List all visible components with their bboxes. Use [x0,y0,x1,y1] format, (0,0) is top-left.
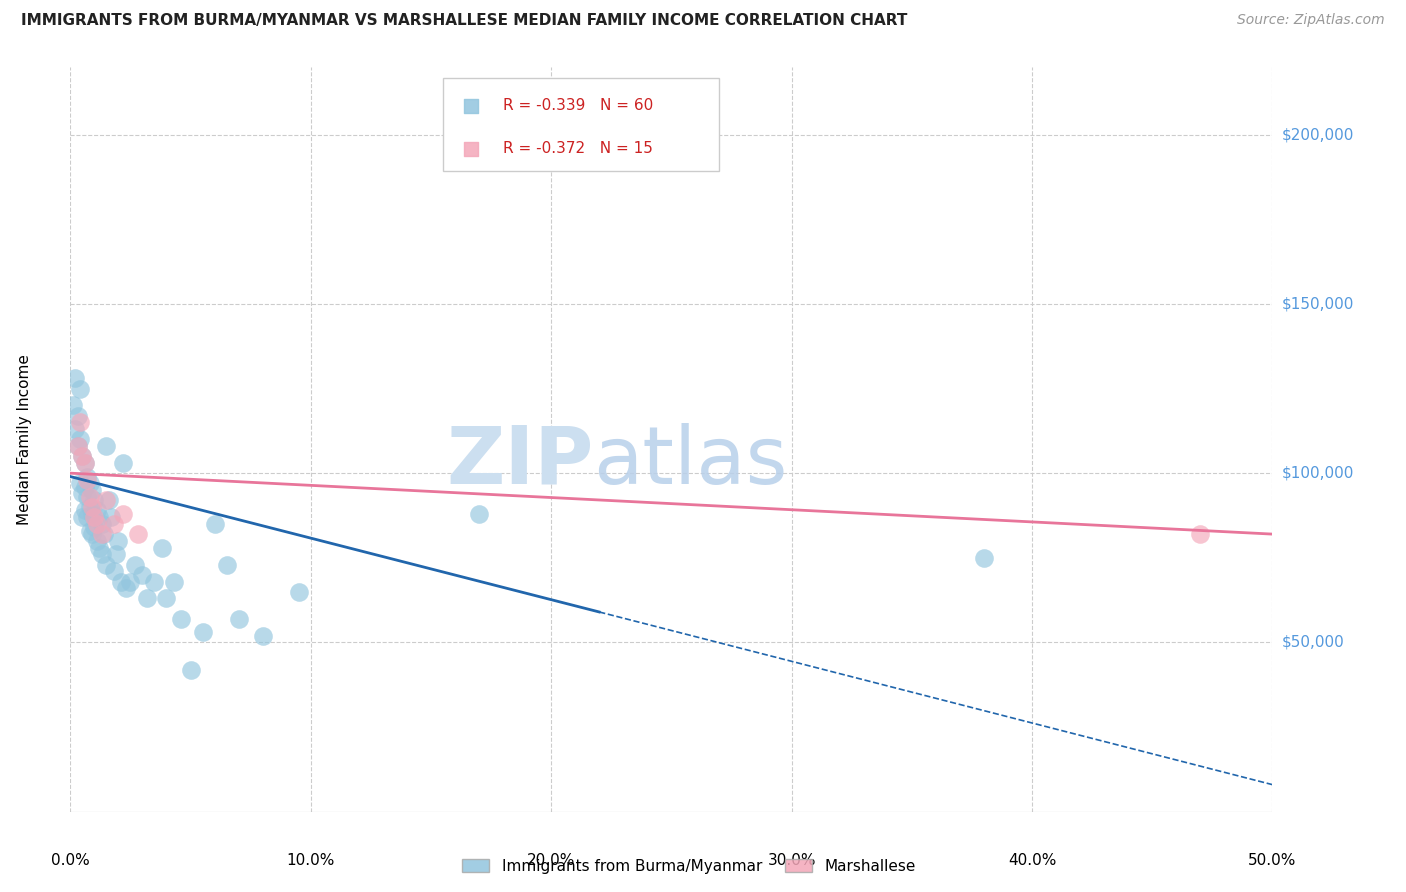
Text: $150,000: $150,000 [1282,296,1354,311]
Point [155,591,177,606]
Point [96,558,118,572]
Point [90,527,112,541]
Point [252,629,274,643]
Point [468,507,491,521]
Point [204,516,226,531]
Point [97,493,120,508]
Point [136,591,159,606]
Point [104,548,127,562]
Text: 30.0%: 30.0% [768,853,815,868]
Point [93,527,115,541]
Point [66,439,89,453]
Text: 20.0%: 20.0% [527,853,575,868]
Text: 10.0%: 10.0% [287,853,335,868]
Point [110,574,132,589]
Point [96,439,118,453]
Point [80,527,103,541]
Point [191,625,214,640]
Point [86,533,108,548]
Point [180,663,202,677]
Text: 0.0%: 0.0% [51,853,90,868]
Point [69,433,91,447]
Text: 50.0%: 50.0% [1249,853,1296,868]
Point [80,507,103,521]
Point [83,520,105,534]
Point [215,558,238,572]
Point [63,422,86,436]
Point [859,805,882,819]
Point [96,493,118,508]
Point [103,565,125,579]
Point [170,612,193,626]
Text: R = -0.339   N = 60: R = -0.339 N = 60 [503,98,654,113]
Point [76,490,98,504]
Point [103,516,125,531]
Point [131,567,153,582]
Point [127,527,149,541]
Text: IMMIGRANTS FROM BURMA/MYANMAR VS MARSHALLESE MEDIAN FAMILY INCOME CORRELATION CH: IMMIGRANTS FROM BURMA/MYANMAR VS MARSHAL… [21,13,907,29]
Point [143,574,166,589]
Point [76,473,98,487]
Point [150,541,173,555]
Point [76,469,98,483]
Point [79,490,101,504]
Point [79,500,101,514]
Point [69,416,91,430]
Text: $200,000: $200,000 [1282,128,1354,142]
Point [89,541,111,555]
Point [66,439,89,453]
Text: $100,000: $100,000 [1282,466,1354,481]
Point [73,480,96,494]
Point [79,476,101,491]
Text: R = -0.372   N = 15: R = -0.372 N = 15 [503,141,652,156]
Point [1189,527,1212,541]
Point [83,493,105,508]
Point [120,574,142,589]
Point [83,510,105,524]
Point [69,382,91,396]
Point [107,533,129,548]
Point [63,371,86,385]
Point [69,476,91,491]
FancyBboxPatch shape [443,78,720,171]
Point [73,456,96,470]
Text: 40.0%: 40.0% [1008,853,1056,868]
Point [86,516,108,531]
Point [86,503,108,517]
Point [72,486,94,500]
Point [124,558,146,572]
Point [228,612,250,626]
Point [163,574,186,589]
Text: atlas: atlas [593,423,787,500]
Point [72,510,94,524]
Point [72,449,94,463]
Point [859,805,882,819]
Text: ZIP: ZIP [446,423,593,500]
Point [287,584,309,599]
Point [73,503,96,517]
Point [90,548,112,562]
Point [79,524,101,538]
Point [76,510,98,524]
Point [90,516,112,531]
Point [80,500,103,514]
Text: Source: ZipAtlas.com: Source: ZipAtlas.com [1237,13,1385,28]
Point [73,456,96,470]
Point [66,409,89,423]
Point [62,399,84,413]
Text: $50,000: $50,000 [1282,635,1344,650]
Legend: Immigrants from Burma/Myanmar, Marshallese: Immigrants from Burma/Myanmar, Marshalle… [456,853,922,880]
Point [80,483,103,497]
Text: Median Family Income: Median Family Income [17,354,32,524]
Point [112,456,135,470]
Point [114,582,136,596]
Point [973,550,995,565]
Point [112,507,135,521]
Point [72,449,94,463]
Point [89,510,111,524]
Point [100,510,122,524]
